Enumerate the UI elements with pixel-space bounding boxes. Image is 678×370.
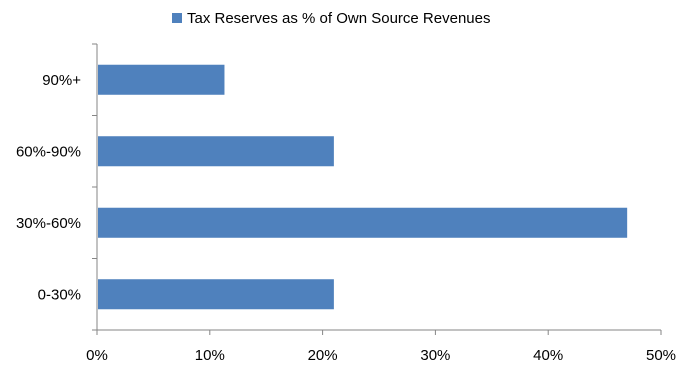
x-tick-label: 20% (308, 347, 338, 364)
y-tick-label: 30%-60% (16, 215, 81, 232)
y-tick-label: 0-30% (38, 286, 81, 303)
bar (98, 279, 334, 310)
x-tick-label: 50% (646, 347, 676, 364)
bar (98, 136, 334, 167)
bar (98, 64, 225, 95)
x-tick-label: 10% (195, 347, 225, 364)
chart-legend: Tax Reserves as % of Own Source Revenues (172, 8, 490, 28)
x-tick-label: 0% (86, 347, 108, 364)
x-tick-label: 40% (533, 347, 563, 364)
y-tick-label: 90%+ (42, 72, 81, 89)
legend-label: Tax Reserves as % of Own Source Revenues (187, 9, 491, 27)
y-tick-label: 60%-90% (16, 143, 81, 160)
bar (98, 207, 628, 238)
x-tick-label: 30% (420, 347, 450, 364)
legend-swatch (172, 13, 182, 23)
